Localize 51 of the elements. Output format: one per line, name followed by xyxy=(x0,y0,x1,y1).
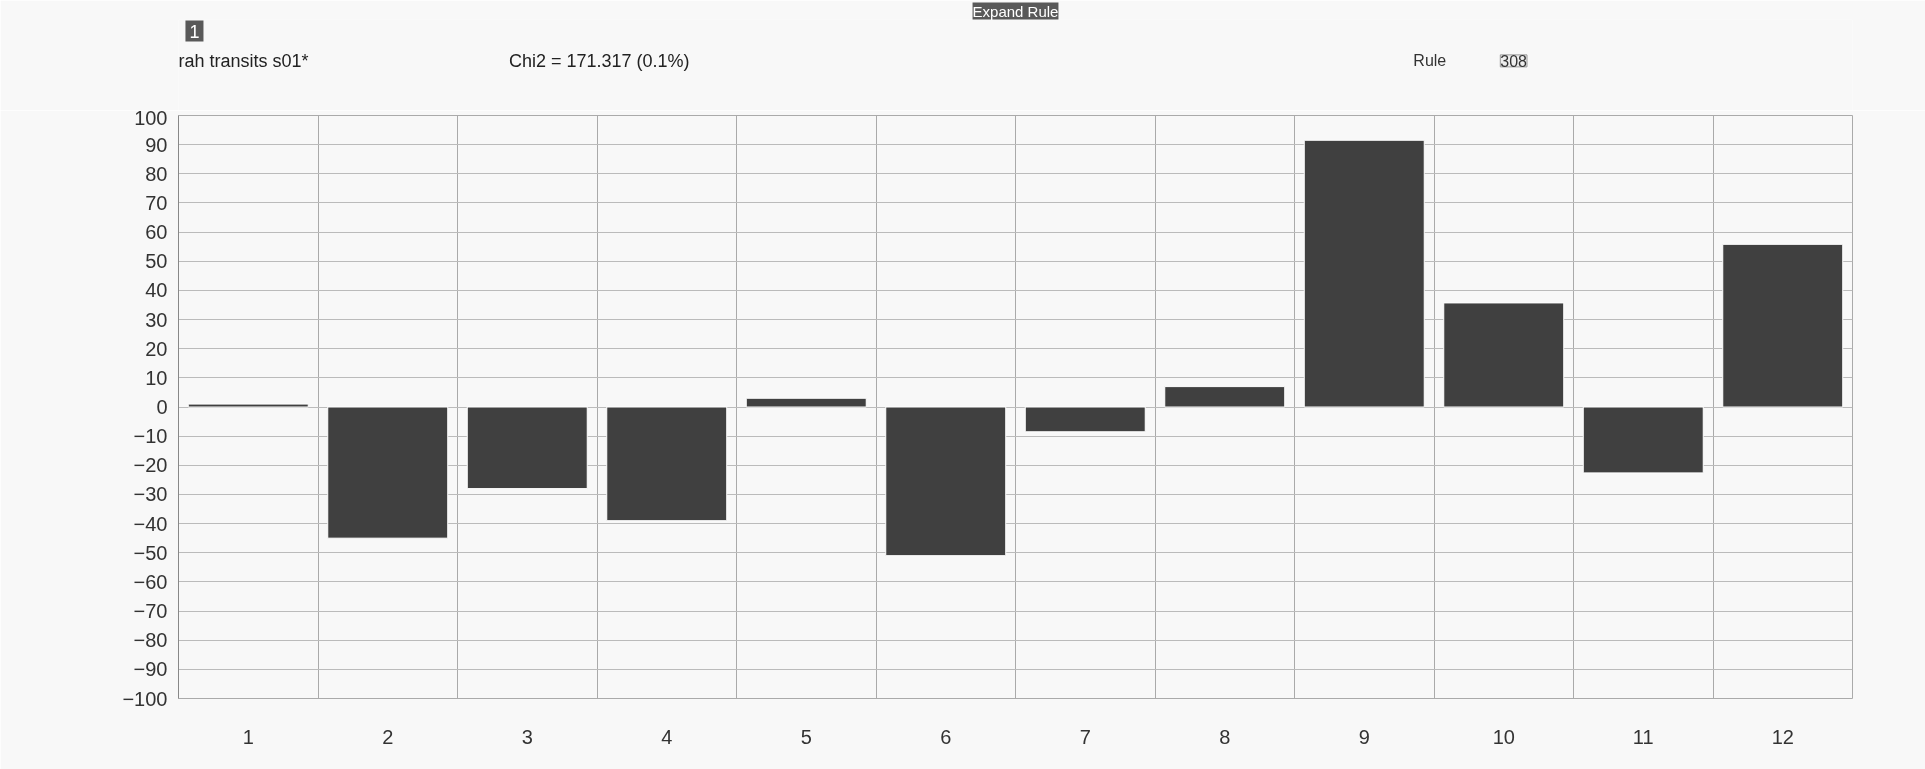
y-tick-label: 10 xyxy=(145,366,168,389)
x-tick-label: 4 xyxy=(661,725,673,748)
bar xyxy=(885,406,1007,557)
y-tick-label: −100 xyxy=(122,687,168,710)
y-tick-label: −30 xyxy=(133,483,168,506)
text: 308 xyxy=(1500,52,1528,70)
y-tick-label: 80 xyxy=(145,162,168,185)
x-tick-label: 5 xyxy=(800,725,812,748)
x-tick-label: 9 xyxy=(1358,725,1370,748)
y-tick-label: −70 xyxy=(133,600,168,623)
y-tick-label: −40 xyxy=(133,512,168,535)
bar xyxy=(1024,406,1146,433)
y-tick-label: −90 xyxy=(133,658,168,681)
chart-title: Expand Rule xyxy=(972,2,1059,20)
x-tick-label: 10 xyxy=(1492,725,1515,748)
bar xyxy=(1443,302,1565,408)
y-tick-label: 90 xyxy=(145,133,168,156)
y-tick-label: 100 xyxy=(134,106,168,129)
bar xyxy=(745,397,867,408)
bar xyxy=(187,403,309,408)
bar xyxy=(1303,139,1425,408)
x-tick-label: 12 xyxy=(1771,725,1794,748)
y-tick-label: −20 xyxy=(133,454,168,477)
y-tick-label: 60 xyxy=(145,221,168,244)
y-tick-label: −50 xyxy=(133,541,168,564)
text: rah transits s01* xyxy=(178,50,309,71)
y-tick-label: 20 xyxy=(145,337,168,360)
bar xyxy=(1164,386,1286,408)
y-tick-label: 30 xyxy=(145,308,168,331)
bar xyxy=(327,406,449,539)
text: 1 xyxy=(189,21,200,42)
x-tick-label: 2 xyxy=(382,725,394,748)
text: Chi2 = 171.317 (0.1%) xyxy=(508,50,690,71)
x-tick-label: 1 xyxy=(242,725,254,748)
x-tick-label: 3 xyxy=(521,725,533,748)
y-tick-label: −60 xyxy=(133,570,168,593)
y-tick-label: 70 xyxy=(145,191,168,214)
y-tick-label: 50 xyxy=(145,250,168,273)
bar xyxy=(1582,406,1704,474)
bar xyxy=(466,406,588,490)
y-tick-label: 40 xyxy=(145,279,168,302)
text: Rule xyxy=(1413,52,1447,70)
y-tick-label: −10 xyxy=(133,425,168,448)
bar xyxy=(1722,243,1844,408)
x-tick-label: 6 xyxy=(940,725,952,748)
x-tick-label: 11 xyxy=(1632,725,1654,748)
x-tick-label: 7 xyxy=(1079,725,1091,748)
y-tick-label: −80 xyxy=(133,629,168,652)
x-tick-label: 8 xyxy=(1219,725,1231,748)
y-tick-label: 0 xyxy=(156,396,168,418)
bar xyxy=(606,406,728,522)
